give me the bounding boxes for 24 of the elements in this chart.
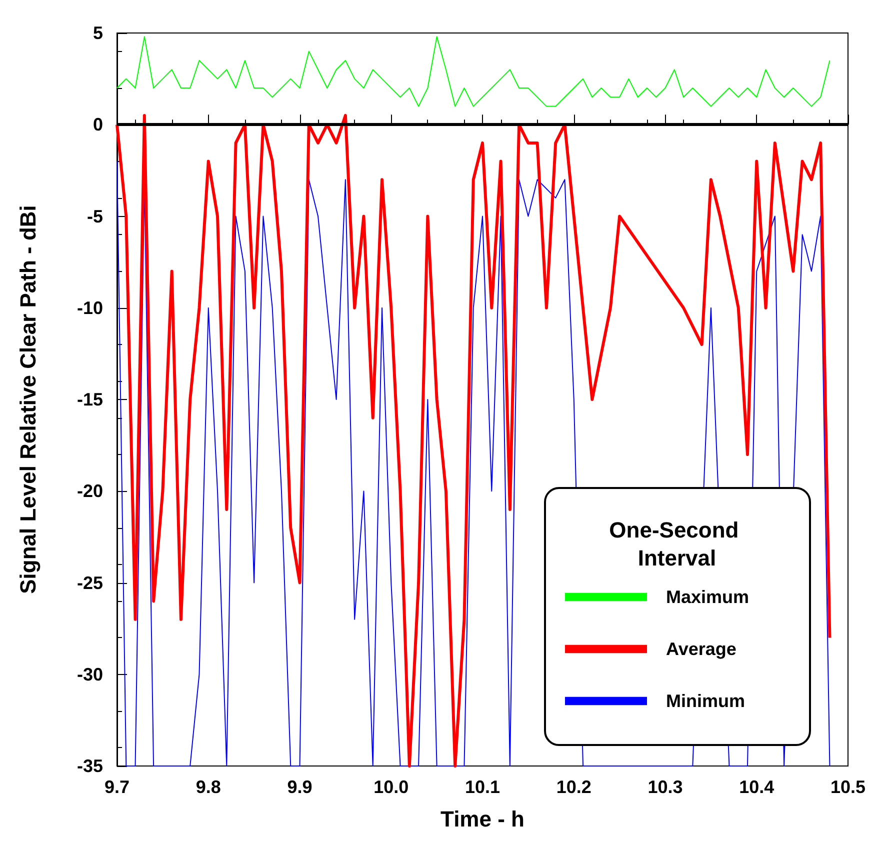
x-tick-label: 9.7 (104, 777, 130, 797)
x-tick-label: 10.0 (374, 777, 409, 797)
y-tick-label: 5 (92, 23, 103, 43)
y-tick-label: -5 (86, 206, 103, 226)
x-tick-label: 10.3 (648, 777, 683, 797)
y-tick-label: -30 (76, 664, 103, 684)
x-tick-label: 10.4 (739, 777, 774, 797)
legend-label: Minimum (666, 691, 745, 711)
legend-title: One-Second Interval (609, 518, 745, 570)
y-tick-label: -35 (76, 756, 103, 776)
y-tick-label: 0 (92, 114, 103, 135)
y-axis-title: Signal Level Relative Clear Path - dBi (16, 205, 40, 594)
y-tick-label: -15 (76, 390, 103, 410)
x-tick-label: 10.2 (556, 777, 592, 797)
y-tick-label: -20 (76, 481, 103, 502)
legend-label: Average (666, 639, 736, 659)
x-tick-label: 9.9 (287, 777, 312, 797)
legend-label: Maximum (666, 587, 750, 607)
x-tick-label: 9.8 (196, 777, 221, 797)
y-tick-label: -25 (76, 572, 103, 593)
x-tick-label: 10.1 (464, 777, 500, 797)
x-tick-label: 10.5 (830, 777, 866, 797)
y-tick-label: -10 (76, 298, 103, 318)
x-axis-title: Time - h (440, 806, 524, 832)
